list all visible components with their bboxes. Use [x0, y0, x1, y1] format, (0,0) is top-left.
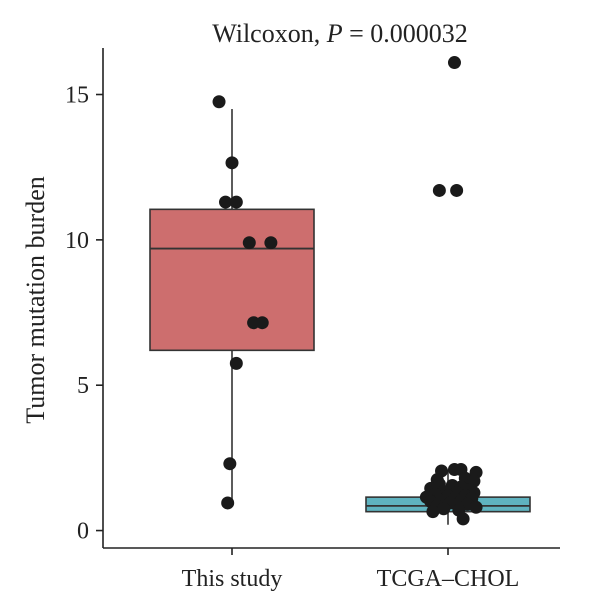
data-point — [242, 236, 256, 250]
data-point — [225, 156, 239, 170]
data-point — [426, 505, 440, 519]
data-point — [229, 356, 243, 370]
y-tick-label: 5 — [77, 373, 89, 399]
title-suffix: = 0.000032 — [343, 19, 468, 48]
data-point — [264, 236, 278, 250]
y-tick-label: 15 — [65, 83, 89, 109]
y-tick-label: 10 — [65, 228, 89, 254]
box — [149, 208, 315, 352]
plot-area: 0 5 10 15 This study TCGA–CHOL — [65, 48, 560, 592]
data-point — [255, 316, 269, 330]
data-point — [450, 183, 464, 197]
data-point — [432, 183, 446, 197]
data-point — [221, 496, 235, 510]
x-tick-label: TCGA–CHOL — [377, 566, 520, 592]
title-prefix: Wilcoxon, — [212, 19, 327, 48]
data-point — [229, 195, 243, 209]
data-point — [219, 195, 233, 209]
chart-title: Wilcoxon, P = 0.000032 — [212, 19, 468, 48]
y-axis-label: Tumor mutation burden — [21, 176, 50, 423]
title-p: P — [326, 19, 343, 48]
data-point — [456, 512, 470, 526]
data-point — [223, 457, 237, 471]
data-point — [212, 95, 226, 109]
data-point — [469, 500, 483, 514]
x-tick-label: This study — [182, 566, 283, 592]
data-point — [437, 502, 451, 516]
data-point — [447, 56, 461, 70]
y-tick-label: 0 — [77, 519, 89, 545]
